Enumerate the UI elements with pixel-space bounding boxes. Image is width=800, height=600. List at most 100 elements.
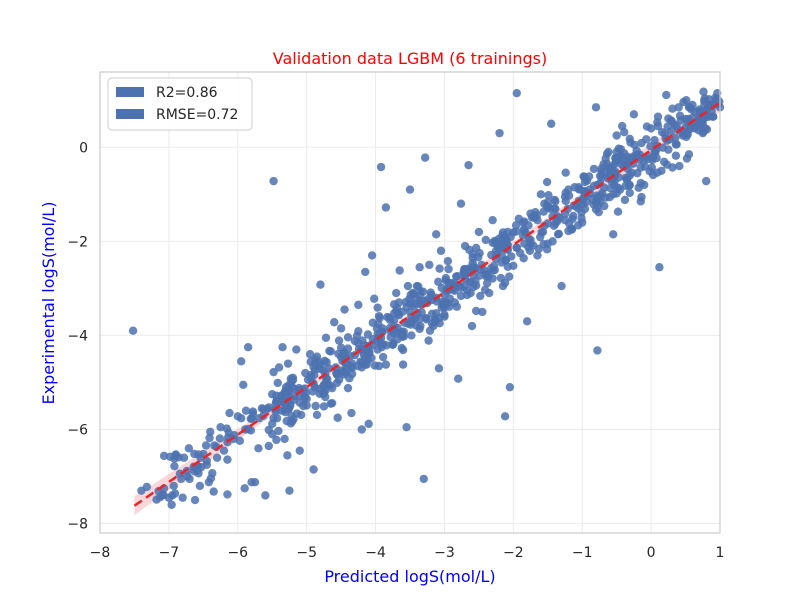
data-point bbox=[462, 290, 472, 300]
data-point bbox=[512, 88, 521, 98]
data-point bbox=[209, 487, 218, 496]
data-point bbox=[434, 277, 443, 287]
data-point bbox=[620, 195, 630, 205]
data-point bbox=[330, 318, 339, 327]
data-point bbox=[357, 425, 366, 434]
data-point bbox=[263, 404, 272, 414]
data-point bbox=[310, 370, 319, 380]
data-point bbox=[549, 221, 559, 231]
data-point bbox=[201, 441, 211, 450]
data-point bbox=[204, 477, 214, 487]
data-point bbox=[321, 378, 331, 387]
data-point bbox=[219, 446, 229, 455]
data-point bbox=[225, 408, 234, 418]
data-point bbox=[241, 406, 251, 415]
data-point bbox=[626, 153, 636, 162]
data-point bbox=[398, 360, 408, 369]
legend-swatch-r2 bbox=[116, 87, 144, 97]
data-point bbox=[468, 258, 477, 268]
x-tick-label: −5 bbox=[296, 545, 317, 561]
data-point bbox=[507, 252, 516, 261]
data-point bbox=[704, 95, 714, 104]
data-point bbox=[167, 500, 176, 509]
data-point bbox=[536, 190, 546, 199]
data-point bbox=[557, 281, 566, 291]
data-point bbox=[306, 357, 315, 366]
data-point bbox=[612, 131, 621, 140]
data-point bbox=[429, 321, 438, 331]
data-point bbox=[269, 367, 278, 377]
data-point bbox=[452, 302, 462, 311]
data-point bbox=[456, 199, 466, 208]
data-point bbox=[481, 235, 490, 245]
data-point bbox=[261, 491, 270, 500]
data-point bbox=[495, 128, 504, 138]
data-point bbox=[622, 174, 632, 183]
data-point bbox=[274, 426, 283, 436]
data-point bbox=[340, 305, 349, 314]
data-point bbox=[405, 185, 415, 194]
data-point bbox=[647, 163, 656, 172]
data-point bbox=[627, 168, 637, 177]
data-point bbox=[522, 317, 532, 326]
data-point bbox=[437, 303, 446, 312]
data-point bbox=[702, 176, 711, 186]
data-point bbox=[283, 451, 292, 460]
data-point bbox=[223, 490, 232, 499]
data-point bbox=[440, 310, 449, 319]
data-point bbox=[642, 122, 652, 131]
data-point bbox=[206, 427, 215, 437]
data-point bbox=[420, 153, 430, 162]
data-point bbox=[443, 256, 453, 266]
data-point bbox=[237, 357, 246, 366]
data-point bbox=[194, 469, 203, 478]
data-point bbox=[671, 151, 681, 160]
data-point bbox=[542, 177, 552, 187]
scatter-points bbox=[128, 87, 725, 509]
data-point bbox=[490, 265, 499, 275]
data-point bbox=[417, 308, 426, 317]
data-point bbox=[202, 456, 211, 466]
data-point bbox=[254, 444, 263, 453]
x-tick-label: −1 bbox=[572, 545, 593, 561]
data-point bbox=[662, 90, 671, 100]
data-point bbox=[441, 276, 451, 285]
data-point bbox=[551, 197, 560, 206]
data-point bbox=[354, 326, 363, 336]
x-tick-label: −7 bbox=[159, 545, 180, 561]
data-point bbox=[237, 414, 246, 423]
data-point bbox=[326, 347, 335, 356]
data-point bbox=[459, 267, 468, 277]
data-point bbox=[250, 477, 260, 487]
data-point bbox=[183, 472, 192, 481]
data-point bbox=[171, 450, 180, 459]
data-point bbox=[632, 146, 641, 155]
data-point bbox=[561, 196, 570, 206]
data-point bbox=[533, 215, 542, 225]
data-point bbox=[629, 110, 639, 119]
data-point bbox=[278, 342, 287, 352]
data-point bbox=[246, 426, 256, 435]
data-point bbox=[636, 163, 645, 172]
data-point bbox=[612, 189, 621, 198]
data-point bbox=[296, 410, 306, 420]
legend-label-r2: R2=0.86 bbox=[156, 85, 218, 101]
data-point bbox=[456, 291, 466, 301]
x-tick-label: −4 bbox=[365, 545, 386, 561]
data-point bbox=[373, 303, 382, 312]
data-point bbox=[573, 221, 583, 230]
data-point bbox=[327, 398, 337, 408]
data-point bbox=[239, 380, 248, 390]
data-point bbox=[471, 306, 481, 316]
data-point bbox=[620, 128, 629, 137]
data-point bbox=[159, 451, 169, 461]
data-point bbox=[280, 434, 289, 444]
legend-swatch-rmse bbox=[116, 109, 144, 119]
data-point bbox=[393, 328, 402, 338]
data-point bbox=[682, 154, 692, 163]
data-point bbox=[312, 410, 322, 420]
data-point bbox=[398, 345, 408, 355]
y-tick-label: −2 bbox=[67, 234, 88, 250]
data-point bbox=[613, 152, 623, 162]
x-tick-label: 0 bbox=[647, 545, 656, 561]
